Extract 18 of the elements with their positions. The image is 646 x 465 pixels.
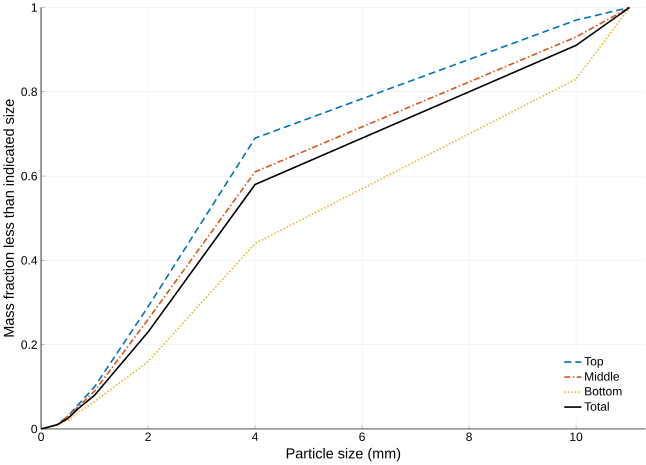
legend-label: Middle xyxy=(585,372,620,381)
legend-label: Bottom xyxy=(585,387,622,396)
y-tick-label: 0 xyxy=(31,424,38,434)
y-tick-label: 0.8 xyxy=(21,88,38,96)
x-tick-label: 4 xyxy=(252,432,258,441)
x-tick-label: 10 xyxy=(570,432,582,442)
x-tick-label: 2 xyxy=(145,432,151,442)
x-tick-label: 8 xyxy=(466,432,472,442)
legend-label: Total xyxy=(584,402,609,411)
y-axis-title: Mass fraction less than indicated size xyxy=(3,100,14,337)
y-tick-label: 1 xyxy=(32,3,37,12)
x-tick-label: 0 xyxy=(38,432,44,442)
x-tick-label: 6 xyxy=(359,432,365,442)
x-axis-title: Particle size (mm) xyxy=(286,448,400,462)
legend-label: Top xyxy=(584,357,604,368)
y-tick-label: 0.2 xyxy=(21,340,37,350)
y-tick-label: 0.4 xyxy=(21,256,38,265)
y-tick-label: 0.6 xyxy=(21,172,38,180)
